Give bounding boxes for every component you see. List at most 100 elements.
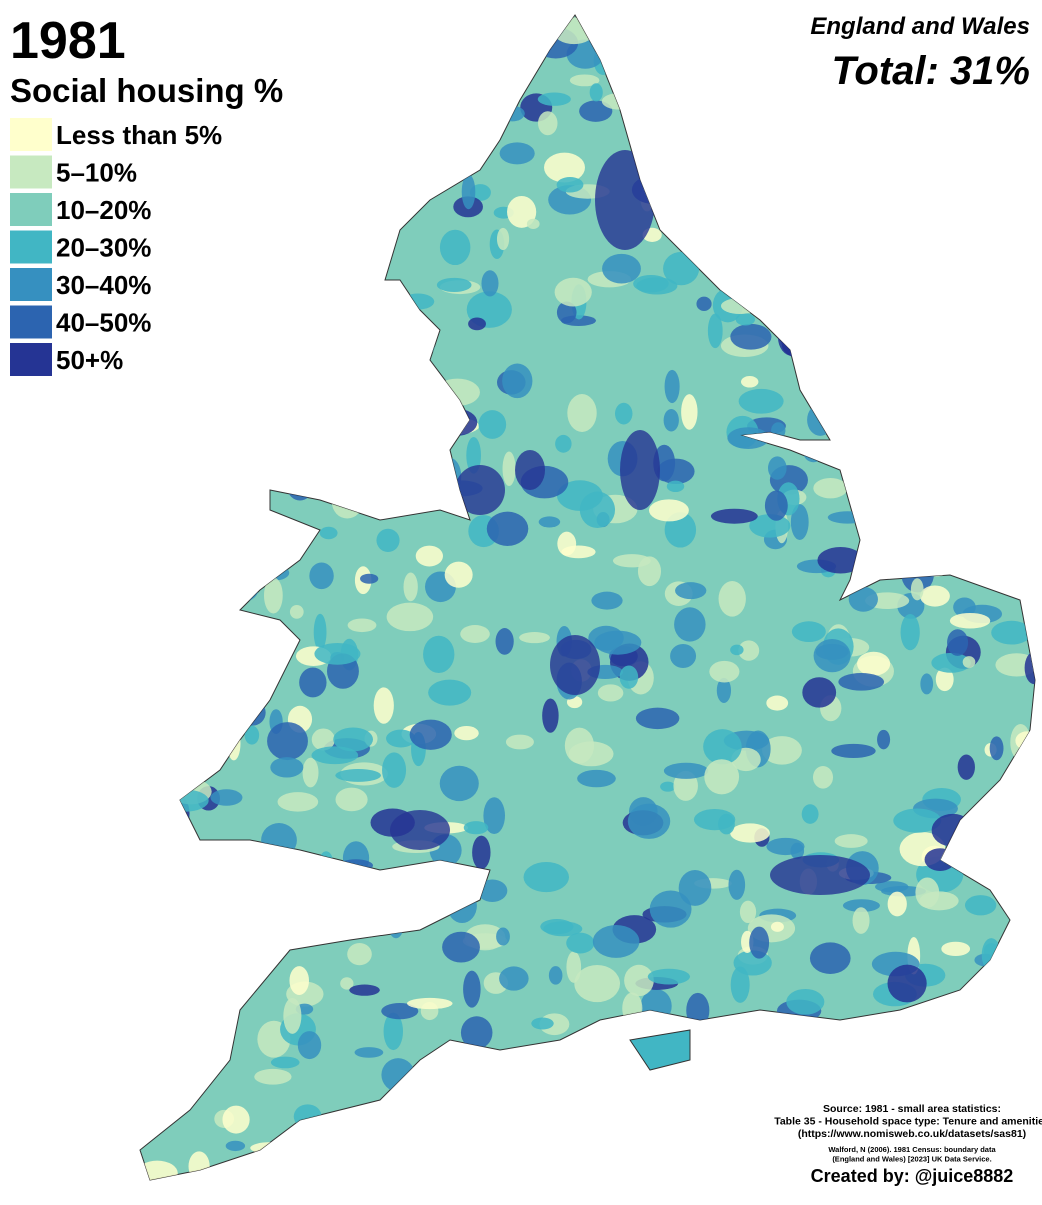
map-area — [390, 423, 427, 461]
map-area — [684, 159, 731, 171]
credit: Created by: @juice8882 — [811, 1166, 1014, 1186]
map-area — [771, 422, 786, 439]
map-area — [376, 528, 400, 552]
urban-area — [770, 855, 870, 895]
map-area — [912, 514, 926, 530]
map-area — [422, 332, 435, 355]
map-area — [984, 385, 1015, 409]
map-area — [460, 1016, 493, 1050]
map-area — [225, 1140, 246, 1152]
map-area — [205, 157, 244, 193]
map-area — [153, 648, 188, 677]
map-area — [251, 191, 279, 228]
map-area — [287, 1136, 314, 1168]
map-area — [544, 152, 585, 183]
map-area — [1028, 23, 1035, 50]
map-area — [887, 891, 907, 917]
map-area — [178, 862, 211, 898]
map-area — [197, 680, 214, 710]
map-area — [472, 835, 491, 870]
map-area — [977, 387, 1010, 417]
map-area — [1015, 731, 1035, 751]
map-area — [696, 296, 712, 312]
map-area — [370, 399, 389, 417]
map-area — [842, 899, 880, 912]
map-area — [231, 222, 275, 241]
map-area — [809, 942, 851, 975]
map-area — [766, 837, 805, 856]
map-area — [399, 1145, 417, 1164]
map-area — [912, 393, 956, 427]
map-area — [574, 964, 621, 1003]
map-area — [1014, 967, 1035, 996]
map-area — [309, 562, 334, 590]
map-area — [663, 762, 709, 779]
source-note: Source: 1981 - small area statistics:Tab… — [774, 1103, 1042, 1164]
map-area — [555, 434, 572, 453]
map-area — [984, 122, 1029, 161]
map-area — [557, 531, 577, 556]
map-area — [428, 679, 472, 706]
map-area — [953, 203, 984, 226]
map-area — [877, 729, 891, 750]
map-area — [409, 719, 452, 750]
map-area — [976, 357, 1013, 388]
map-area — [158, 50, 190, 72]
map-area — [225, 535, 241, 557]
map-area — [706, 1052, 723, 1073]
map-area — [311, 746, 359, 765]
map-area — [168, 234, 182, 254]
map-area — [946, 168, 969, 192]
map-area — [827, 511, 868, 524]
map-area — [273, 117, 298, 143]
map-area — [670, 644, 697, 668]
map-area — [663, 251, 700, 286]
map-area — [404, 84, 431, 109]
citation-line: Walford, N (2006). 1981 Census: boundary… — [828, 1145, 996, 1154]
map-area — [349, 915, 384, 938]
map-area — [150, 591, 182, 602]
map-area — [496, 927, 510, 946]
map-area — [524, 20, 552, 53]
map-area — [210, 789, 243, 806]
map-area — [994, 835, 1017, 866]
map-area — [258, 284, 280, 320]
map-area — [919, 585, 950, 607]
map-area — [188, 1151, 210, 1180]
map-area — [165, 840, 202, 874]
map-area — [140, 916, 159, 951]
map-area — [887, 409, 932, 437]
map-area — [270, 184, 286, 199]
map-area — [226, 514, 265, 542]
map-area — [718, 580, 746, 617]
legend-swatch — [10, 343, 52, 376]
map-area — [781, 332, 827, 359]
map-area — [360, 1143, 408, 1178]
map-area — [466, 1060, 510, 1082]
map-area — [637, 95, 662, 122]
map-area — [261, 250, 279, 279]
map-area — [254, 1068, 292, 1085]
map-area — [407, 874, 423, 895]
map-area — [918, 555, 953, 577]
map-area — [739, 207, 768, 241]
map-area — [637, 556, 662, 587]
map-area — [733, 41, 748, 63]
map-area — [168, 1069, 187, 1080]
map-area — [171, 203, 205, 240]
map-area — [400, 1106, 418, 1136]
map-area — [597, 684, 624, 702]
map-area — [309, 898, 340, 923]
map-area — [567, 394, 597, 432]
map-area — [880, 269, 911, 302]
map-area — [767, 295, 784, 306]
map-area — [347, 618, 377, 633]
map-area — [324, 1161, 360, 1180]
map-area — [762, 736, 802, 765]
map-area — [267, 722, 308, 761]
map-area — [526, 1134, 540, 1171]
map-area — [140, 155, 169, 187]
map-area — [957, 754, 975, 780]
map-area — [657, 134, 700, 151]
map-area — [376, 15, 415, 30]
